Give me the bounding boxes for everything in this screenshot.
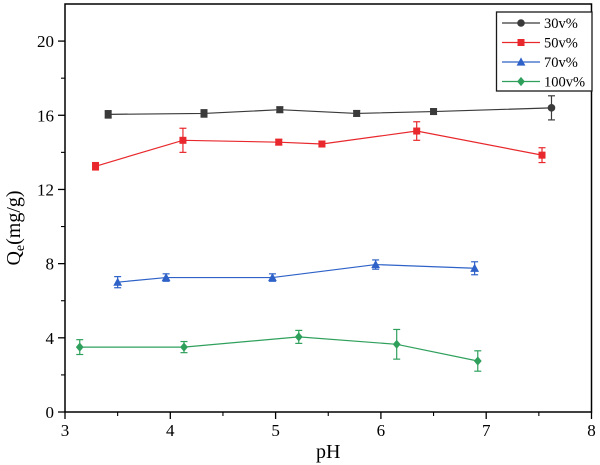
data-point-marker (268, 272, 277, 282)
legend-entry: 50v% (502, 36, 578, 52)
x-axis-tick-label: 5 (271, 421, 280, 440)
y-axis-tick-label: 16 (37, 106, 54, 125)
data-point-marker (371, 259, 381, 269)
y-axis-tick-label: 0 (46, 403, 55, 422)
legend-entry: 30v% (502, 16, 578, 32)
series-70v% (113, 259, 480, 289)
x-axis-tick-label: 8 (587, 421, 596, 440)
data-point-marker (161, 272, 171, 282)
data-point-marker (413, 127, 421, 135)
legend-entry-label: 50v% (544, 36, 578, 52)
legend-marker (517, 39, 525, 46)
x-axis-tick-label: 4 (166, 421, 175, 440)
legend-entry: 100v% (502, 75, 585, 91)
data-point-marker (547, 104, 556, 112)
series-100v% (75, 328, 482, 372)
data-point-marker (430, 108, 438, 116)
x-axis-title: pH (316, 441, 340, 463)
series-line (108, 107, 552, 115)
y-axis-tick-label: 12 (37, 180, 54, 199)
legend-entry: 70v% (502, 55, 578, 71)
x-axis-tick-label: 3 (61, 421, 70, 440)
y-axis-tick-label: 4 (46, 329, 55, 348)
legend-marker (517, 19, 525, 27)
legend-entry-label: 100v% (544, 75, 585, 91)
data-point-marker (75, 342, 84, 352)
data-point-marker (538, 151, 546, 159)
legend-box (495, 11, 593, 92)
data-point-marker (113, 277, 123, 286)
data-point-marker (392, 339, 401, 349)
y-axis-tick-label: 8 (46, 255, 55, 274)
data-point-marker (318, 140, 326, 148)
data-point-marker (276, 106, 284, 114)
series-line (79, 336, 478, 362)
data-point-marker (470, 263, 480, 272)
legend-marker (516, 57, 526, 66)
legend-entry-label: 70v% (544, 55, 578, 71)
series-50v% (92, 121, 546, 171)
data-point-marker (294, 332, 303, 342)
data-point-marker (104, 110, 112, 118)
x-axis-tick-label: 7 (482, 421, 491, 440)
series-line (117, 263, 475, 283)
data-point-marker (92, 162, 100, 170)
legend-entry-label: 30v% (544, 16, 578, 32)
data-point-marker (180, 342, 188, 352)
y-axis-tick-label: 20 (37, 32, 54, 51)
data-point-marker (275, 138, 283, 146)
legend-marker (517, 76, 525, 87)
legend: 30v% 50v% 70v% 100v% (495, 11, 593, 92)
data-point-marker (200, 109, 208, 117)
x-axis-tick-label: 6 (377, 421, 386, 440)
series-30v% (104, 95, 556, 121)
x-axis: 3 4 5 6 7 8 (61, 412, 596, 440)
y-axis: 0 4 8 12 16 20 (37, 32, 65, 422)
data-point-marker (473, 356, 482, 366)
data-point-marker (179, 136, 187, 144)
y-axis-title: Qe(mg/g) (3, 190, 28, 265)
data-point-marker (353, 109, 361, 117)
series-line (95, 130, 543, 167)
